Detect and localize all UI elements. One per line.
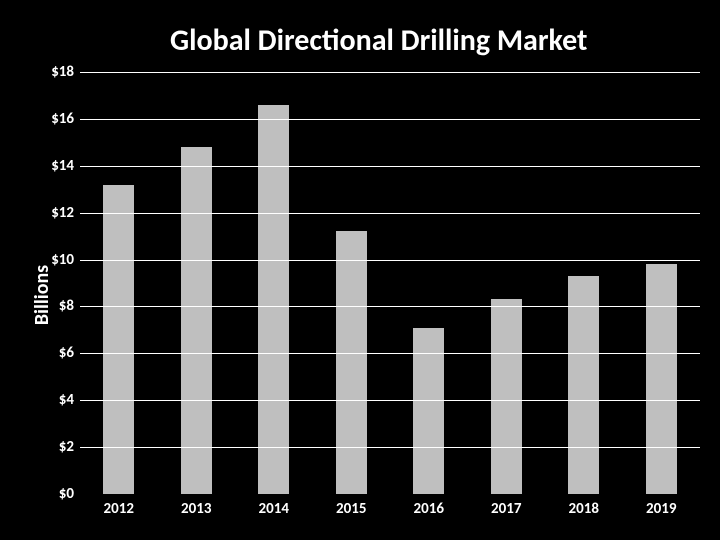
plot-area: $0$2$4$6$8$10$12$14$16$18201220132014201… xyxy=(80,72,700,494)
y-tick-label: $16 xyxy=(51,110,74,128)
slide: { "chart": { "type": "bar", "title": "Gl… xyxy=(0,0,720,540)
y-tick-label: $10 xyxy=(51,251,74,269)
grid-line xyxy=(80,400,700,401)
x-tick-label: 2016 xyxy=(414,500,444,518)
y-tick-label: $6 xyxy=(59,344,74,362)
grid-line xyxy=(80,447,700,448)
grid-line xyxy=(80,119,700,120)
grid-line xyxy=(80,166,700,167)
x-tick-label: 2012 xyxy=(104,500,134,518)
bars-layer xyxy=(80,72,700,494)
x-tick-label: 2018 xyxy=(569,500,599,518)
chart-title: Global Directional Drilling Market xyxy=(170,22,587,59)
y-tick-label: $4 xyxy=(59,391,74,409)
y-tick-label: $0 xyxy=(59,485,74,503)
y-tick-label: $12 xyxy=(51,204,74,222)
y-tick-label: $18 xyxy=(51,63,74,81)
x-tick-label: 2019 xyxy=(646,500,676,518)
x-tick-label: 2017 xyxy=(491,500,521,518)
y-tick-label: $14 xyxy=(51,157,74,175)
grid-line xyxy=(80,353,700,354)
bar xyxy=(646,264,677,494)
bar xyxy=(491,299,522,494)
bar xyxy=(568,276,599,494)
x-tick-label: 2013 xyxy=(181,500,211,518)
bar xyxy=(336,231,367,494)
y-axis-label: Billions xyxy=(30,265,54,325)
bar xyxy=(181,147,212,494)
bar xyxy=(258,105,289,494)
y-tick-label: $2 xyxy=(59,438,74,456)
y-tick-label: $8 xyxy=(59,297,74,315)
grid-line xyxy=(80,306,700,307)
grid-line xyxy=(80,260,700,261)
grid-line xyxy=(80,213,700,214)
x-tick-label: 2014 xyxy=(259,500,289,518)
grid-line xyxy=(80,72,700,73)
x-tick-label: 2015 xyxy=(336,500,366,518)
